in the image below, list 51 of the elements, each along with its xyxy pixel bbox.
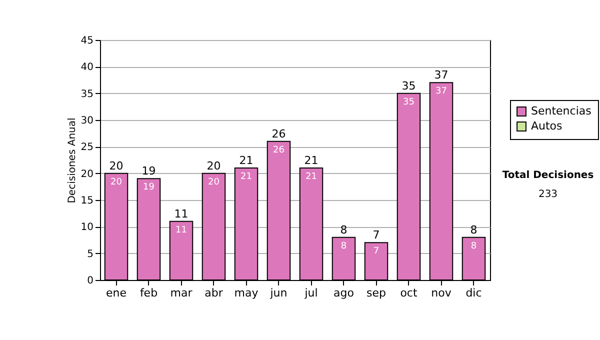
data-label: 35 [403, 97, 414, 108]
legend-label: Sentencias [531, 104, 592, 118]
data-label: 21 [240, 172, 252, 182]
y-tick-label: 40 [80, 62, 94, 74]
text: Total Decisiones [501, 170, 595, 181]
y-tick-label: 15 [80, 196, 94, 206]
data-label: 20 [110, 177, 122, 188]
y-tick-label: 30 [80, 116, 94, 126]
y-axis-title: Decisiones Anual [66, 118, 78, 204]
total-label: 8 [340, 223, 348, 236]
x-tick-label: sep [366, 286, 386, 300]
total-label: 20 [109, 159, 124, 172]
total-label: 19 [142, 164, 156, 178]
data-label: 7 [373, 246, 380, 257]
data-label: 20 [208, 177, 220, 188]
total-label: 37 [434, 68, 448, 82]
total-label: 20 [206, 159, 221, 172]
legend-label: Autos [531, 120, 563, 132]
data-label: 11 [176, 225, 187, 236]
y-tick-label: 5 [87, 248, 94, 260]
x-tick-label: jul [304, 286, 318, 300]
y-tick-label: 20 [80, 168, 94, 180]
data-label: 8 [470, 241, 477, 252]
data-label: 26 [273, 145, 285, 156]
data-label: 37 [436, 86, 447, 97]
total-label: 7 [372, 228, 380, 242]
x-tick-label: dic [466, 286, 482, 300]
x-tick-label: jun [269, 286, 288, 300]
y-tick-label: 35 [80, 88, 94, 100]
x-tick-label: ago [334, 286, 354, 300]
x-tick-label: abr [204, 286, 224, 300]
x-tick-label: oct [400, 286, 418, 300]
x-tick-label: feb [140, 286, 158, 300]
data-label: 19 [143, 182, 155, 193]
total-label: 8 [470, 223, 478, 236]
x-tick-label: ene [106, 286, 127, 300]
data-label: 8 [340, 241, 347, 252]
x-tick-label: nov [431, 286, 452, 300]
total-label: 21 [239, 154, 254, 167]
y-tick-label: 0 [87, 276, 94, 286]
total-label: 11 [174, 207, 188, 220]
y-tick-label: 45 [80, 36, 94, 46]
data-label: 21 [306, 172, 317, 182]
total-label: 26 [272, 127, 286, 140]
x-tick-label: may [234, 286, 259, 300]
x-tick-label: mar [170, 286, 193, 300]
total-label: 21 [304, 154, 318, 167]
text: 233 [537, 189, 559, 200]
y-tick-label: 10 [80, 222, 94, 234]
total-label: 35 [402, 79, 416, 92]
y-tick-label: 25 [80, 142, 94, 154]
